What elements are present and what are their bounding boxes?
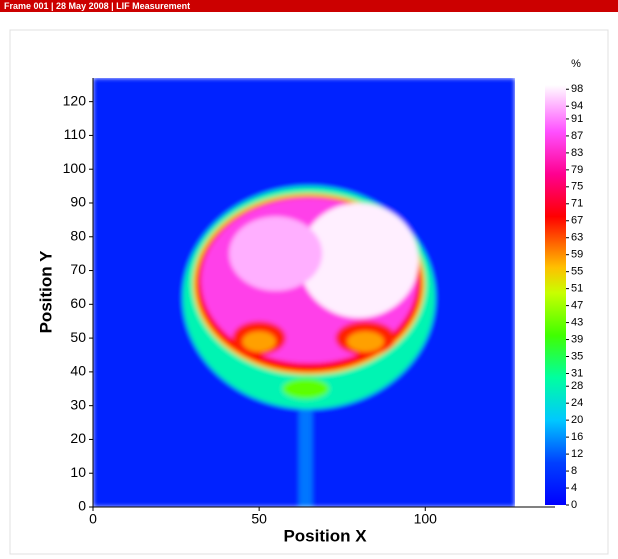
x-tick-label: 100 [414, 511, 438, 527]
y-tick-label: 10 [70, 464, 86, 480]
colorbar-tick-label: 71 [571, 198, 583, 210]
colorbar-tick-label: 79 [571, 164, 583, 176]
colorbar-tick-label: 75 [571, 181, 583, 193]
colorbar-tick-label: 39 [571, 333, 583, 345]
colorbar-tick-label: 83 [571, 147, 583, 159]
y-tick-label: 20 [70, 430, 86, 446]
heat-region [242, 331, 276, 352]
colorbar-tick-label: 51 [571, 283, 583, 295]
colorbar-tick-label: 67 [571, 215, 583, 227]
heat-region [282, 378, 329, 399]
x-tick-label: 0 [89, 511, 97, 527]
y-tick-label: 50 [70, 329, 86, 345]
colorbar-tick-label: 16 [571, 431, 583, 443]
y-axis-label: Position Y [36, 250, 55, 333]
colorbar-tick-label: 47 [571, 300, 583, 312]
y-tick-label: 30 [70, 396, 86, 412]
colorbar-tick-label: 28 [571, 380, 583, 392]
colorbar-tick-label: 91 [571, 113, 583, 125]
heat-region [229, 216, 323, 291]
heat-region [347, 331, 384, 352]
colorbar-tick-label: 12 [571, 448, 583, 460]
colorbar-tick-label: 8 [571, 465, 577, 477]
y-tick-label: 110 [64, 126, 87, 142]
colorbar-tick-label: 94 [571, 100, 583, 112]
y-tick-label: 0 [78, 498, 86, 514]
colorbar-tick-label: 0 [571, 499, 577, 511]
colorbar-tick-label: 43 [571, 316, 583, 328]
colorbar-label: % [571, 58, 581, 70]
colorbar-tick-label: 59 [571, 249, 583, 261]
chart-title: Frame 001 | 28 May 2008 | LIF Measuremen… [4, 1, 190, 11]
y-tick-label: 40 [70, 363, 86, 379]
heat-region [299, 202, 419, 318]
colorbar-tick-label: 63 [571, 232, 583, 244]
colorbar-tick-label: 4 [571, 482, 577, 494]
x-tick-label: 50 [251, 511, 267, 527]
colorbar-tick-label: 31 [571, 367, 583, 379]
y-tick-label: 90 [70, 194, 86, 210]
heatmap-body [93, 78, 515, 507]
colorbar-tick-label: 35 [571, 350, 583, 362]
colorbar-tick-label: 55 [571, 266, 583, 278]
heat-region [299, 385, 313, 507]
y-tick-label: 100 [63, 160, 87, 176]
heatmap [93, 78, 515, 507]
y-tick-label: 70 [70, 261, 86, 277]
colorbar [545, 85, 566, 505]
colorbar-tick-label: 20 [571, 414, 583, 426]
x-axis-label: Position X [283, 526, 367, 545]
colorbar-tick-label: 24 [571, 397, 583, 409]
colorbar-tick-label: 87 [571, 130, 583, 142]
title-bar [0, 0, 618, 12]
frame [9, 29, 609, 555]
colorbar-tick-label: 98 [571, 83, 583, 95]
y-tick-label: 80 [70, 227, 86, 243]
y-tick-label: 60 [70, 295, 86, 311]
y-tick-label: 120 [63, 92, 87, 108]
